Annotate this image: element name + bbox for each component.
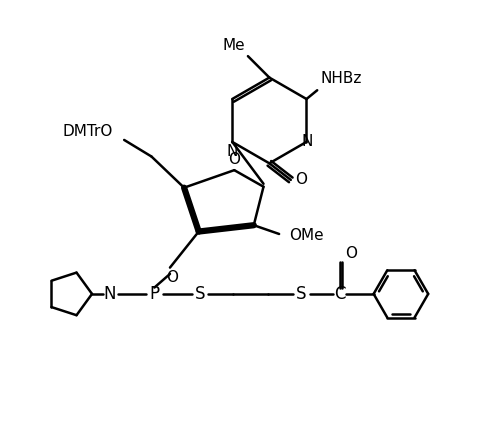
Text: N: N <box>103 285 116 303</box>
Text: Me: Me <box>223 39 245 54</box>
Text: S: S <box>296 285 307 303</box>
Text: S: S <box>195 285 205 303</box>
Text: O: O <box>345 246 357 261</box>
Text: P: P <box>149 285 159 303</box>
Text: C: C <box>334 285 345 303</box>
Text: O: O <box>166 270 178 285</box>
Text: DMTrO: DMTrO <box>63 124 113 139</box>
Text: N: N <box>301 134 313 149</box>
Text: O: O <box>228 152 240 167</box>
Text: N: N <box>226 144 238 159</box>
Text: NHBz: NHBz <box>321 71 362 86</box>
Text: O: O <box>295 172 308 187</box>
Text: OMe: OMe <box>289 229 324 244</box>
